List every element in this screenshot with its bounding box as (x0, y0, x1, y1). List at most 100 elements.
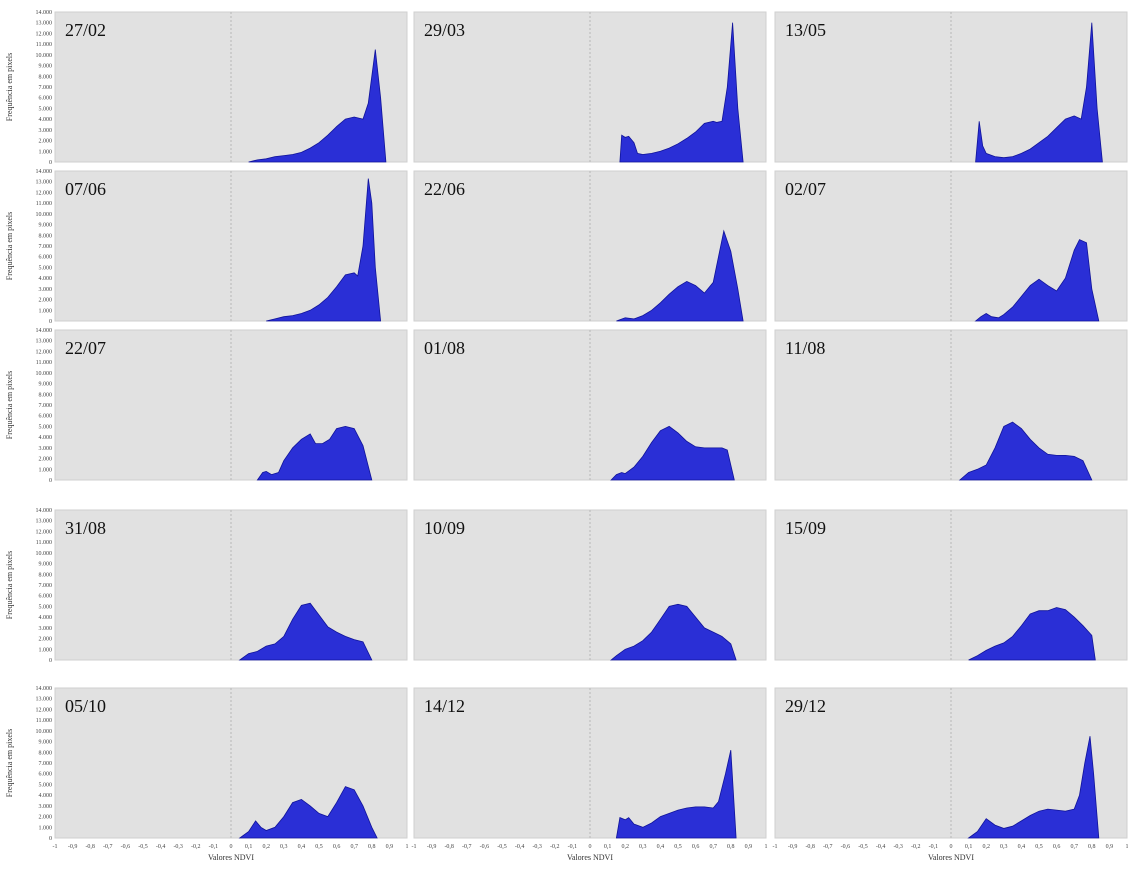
y-tick-label: 5.000 (39, 106, 53, 112)
x-tick-label: -0,4 (156, 844, 166, 850)
x-tick-label: -0,6 (480, 844, 490, 850)
x-axis-label: Valores NDVI (208, 853, 254, 862)
y-tick-label: 5.000 (39, 782, 53, 788)
x-tick-label: -0,7 (462, 844, 472, 850)
panel-date-label: 15/09 (785, 518, 826, 538)
y-axis-label: Frequência em pixels (5, 371, 14, 439)
x-tick-label: 0,6 (692, 844, 700, 850)
y-tick-label: 11.000 (36, 42, 52, 48)
y-tick-label: 8.000 (39, 750, 53, 756)
y-tick-label: 4.000 (39, 615, 53, 621)
x-tick-label: -0,3 (893, 844, 903, 850)
histogram-area (974, 239, 1100, 322)
y-tick-label: 3.000 (39, 626, 53, 632)
histogram-panel-13-05: 13/05 (774, 11, 1128, 163)
x-tick-label: -0,3 (173, 844, 183, 850)
y-tick-label: 7.000 (39, 583, 53, 589)
x-tick-label: 1 (406, 844, 409, 850)
panel-date-label: 29/03 (424, 20, 465, 40)
y-tick-label: 2.000 (39, 815, 53, 821)
y-tick-label: 6.000 (39, 414, 53, 420)
y-tick-label: 13.000 (36, 180, 53, 186)
panel-date-label: 05/10 (65, 696, 106, 716)
y-tick-label: 13.000 (36, 697, 53, 703)
y-tick-label: 2.000 (39, 457, 53, 463)
y-tick-label: 11.000 (36, 718, 52, 724)
x-tick-label: 0,5 (674, 844, 682, 850)
x-tick-label: 0,8 (1088, 844, 1096, 850)
x-tick-label: 0,2 (982, 844, 990, 850)
y-tick-label: 7.000 (39, 85, 53, 91)
y-tick-label: 1.000 (39, 149, 53, 155)
x-tick-label: -0,9 (68, 844, 78, 850)
y-tick-label: 2.000 (39, 139, 53, 145)
x-tick-label: 0,7 (1070, 844, 1078, 850)
histogram-area (616, 229, 744, 322)
y-axis-label: Frequência em pixels (5, 53, 14, 121)
x-tick-label: -1 (412, 844, 417, 850)
y-tick-label: 1.000 (39, 308, 53, 314)
x-tick-label: -0,5 (858, 844, 868, 850)
y-tick-label: 10.000 (36, 729, 53, 735)
y-tick-label: 4.000 (39, 117, 53, 123)
x-tick-label: -0,2 (191, 844, 201, 850)
panel-date-label: 22/07 (65, 338, 106, 358)
x-tick-label: -0,5 (138, 844, 148, 850)
histogram-area (619, 22, 744, 163)
y-tick-label: 4.000 (39, 435, 53, 441)
y-tick-label: 0 (49, 836, 52, 842)
x-tick-label: -0,1 (568, 844, 578, 850)
histogram-panel-11-08: 11/08 (774, 329, 1128, 481)
x-tick-label: -0,4 (876, 844, 886, 850)
x-tick-label: -0,2 (550, 844, 560, 850)
x-tick-label: 0,9 (386, 844, 394, 850)
x-tick-label: 0,4 (298, 844, 306, 850)
y-tick-label: 8.000 (39, 233, 53, 239)
histogram-area (266, 178, 382, 322)
y-axis-label: Frequência em pixels (5, 212, 14, 280)
y-axis-label: Frequência em pixels (5, 729, 14, 797)
y-tick-label: 5.000 (39, 265, 53, 271)
y-tick-label: 13.000 (36, 519, 53, 525)
y-tick-label: 13.000 (36, 339, 53, 345)
x-tick-label: 0,4 (1018, 844, 1026, 850)
histogram-panel-07-06: 07/06 0 1.000 2.000 3.000 4.000 5.000 6.000 7.00… (5, 169, 408, 325)
y-tick-label: 2.000 (39, 637, 53, 643)
y-tick-label: 4.000 (39, 276, 53, 282)
x-tick-label: 0,2 (262, 844, 270, 850)
y-tick-label: 3.000 (39, 128, 53, 134)
y-tick-label: 7.000 (39, 244, 53, 250)
x-tick-label: -0,4 (515, 844, 525, 850)
y-tick-label: 6.000 (39, 772, 53, 778)
histogram-panel-10-09: 10/09 (413, 509, 767, 661)
x-tick-label: -0,2 (911, 844, 921, 850)
panel-date-label: 02/07 (785, 179, 826, 199)
x-tick-label: 0,7 (350, 844, 358, 850)
y-tick-label: 9.000 (39, 64, 53, 70)
y-tick-label: 0 (49, 160, 52, 166)
histogram-panel-29-03: 29/03 (413, 11, 767, 163)
y-tick-label: 9.000 (39, 562, 53, 568)
panel-date-label: 01/08 (424, 338, 465, 358)
histogram-area (609, 603, 737, 661)
y-tick-label: 14.000 (36, 508, 53, 514)
panel-date-label: 11/08 (785, 338, 825, 358)
panel-date-label: 10/09 (424, 518, 465, 538)
x-tick-label: -1 (773, 844, 778, 850)
histogram-area (958, 421, 1093, 481)
panel-date-label: 31/08 (65, 518, 106, 538)
x-tick-label: -0,7 (103, 844, 113, 850)
x-tick-label: 0,5 (315, 844, 323, 850)
x-tick-label: 0,8 (727, 844, 735, 850)
y-tick-label: 10.000 (36, 53, 53, 59)
x-tick-label: 1 (765, 844, 768, 850)
y-tick-label: 12.000 (36, 349, 53, 355)
y-tick-label: 1.000 (39, 825, 53, 831)
histogram-panel-05-10: 05/10 0 1.000 2.000 3.000 4.000 5.000 6.000 7.00… (5, 686, 409, 862)
x-tick-label: 0 (230, 844, 233, 850)
y-tick-label: 7.000 (39, 761, 53, 767)
histogram-area (615, 750, 737, 839)
panel-date-label: 22/06 (424, 179, 465, 199)
y-tick-label: 11.000 (36, 201, 52, 207)
panel-date-label: 07/06 (65, 179, 106, 199)
